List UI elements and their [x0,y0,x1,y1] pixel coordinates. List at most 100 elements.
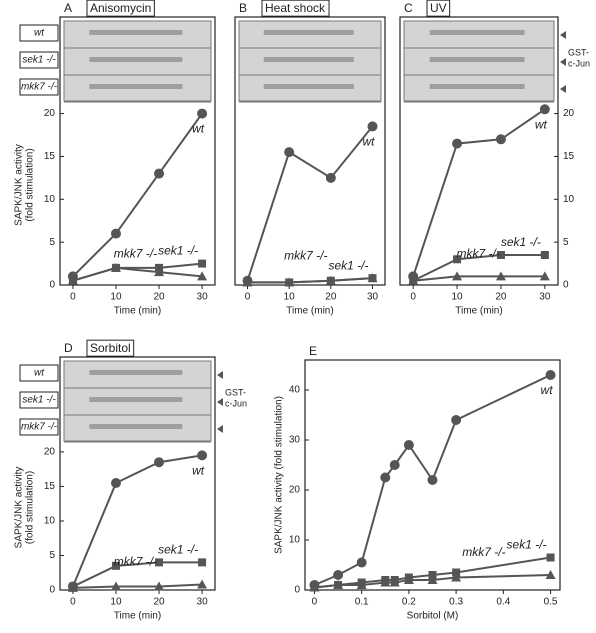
series-label: wt [535,117,548,131]
series-label: mkk7 -/- [462,545,505,559]
point [326,173,336,183]
y-axis-label: SAPK/JNK activity (fold stimulation) [274,396,285,554]
series-line [73,584,202,587]
panel-letter: D [64,341,73,355]
y-tick-label: 5 [49,550,55,561]
series-line [413,276,545,280]
blot-label: mkk7 -/- [21,82,58,93]
panel-letter: A [64,1,72,15]
y-axis-label: (fold stimulation) [25,471,36,544]
y-tick-label: 0 [563,280,569,291]
y-tick-label: 10 [44,516,56,527]
point [154,457,164,467]
panel-letter: B [239,1,247,15]
blot-arrow [560,31,566,39]
blot-signal [264,57,354,62]
blot-marker-label: GST- [225,387,246,397]
blot-label: wt [34,28,45,39]
x-tick-label: 30 [539,292,551,303]
x-tick-label: 10 [110,292,122,303]
series-label: mkk7 -/- [114,247,157,261]
series-line [73,264,202,281]
x-tick-label: 10 [451,292,463,303]
x-tick-label: 0 [410,292,416,303]
y-tick-label: 20 [563,108,575,119]
x-tick-label: 0 [312,597,318,608]
blot-signal [89,424,182,429]
blot-signal [430,57,525,62]
x-axis-label: Time (min) [286,306,333,317]
panel-letter: E [309,344,317,358]
series-label: sek1 -/- [328,258,368,272]
x-tick-label: 0.1 [355,597,369,608]
y-tick-label: 15 [44,481,56,492]
series-line [73,268,202,281]
y-tick-label: 40 [289,385,301,396]
point [111,229,121,239]
x-tick-label: 30 [197,597,209,608]
blot-signal [264,30,354,35]
point [197,109,207,119]
point [368,121,378,131]
series-label: sek1 -/- [158,543,198,557]
panel-title: Anisomycin [90,1,151,15]
x-tick-label: 10 [110,597,122,608]
point [380,473,390,483]
point [284,147,294,157]
blot-arrow [560,85,566,93]
point [452,139,462,149]
blot-label: sek1 -/- [22,395,56,406]
blot-signal [264,84,354,89]
blot-signal [89,370,182,375]
series-label: mkk7 -/- [114,555,157,569]
x-axis-label: Time (min) [455,306,502,317]
series-label: mkk7 -/- [456,247,499,261]
y-tick-label: 10 [44,194,56,205]
point [390,460,400,470]
point [357,558,367,568]
point [541,251,549,259]
x-axis-label: Sorbitol (M) [407,611,459,622]
y-tick-label: 5 [563,237,569,248]
point [111,478,121,488]
y-tick-label: 20 [289,485,301,496]
y-tick-label: 0 [49,585,55,596]
blot-label: wt [34,368,45,379]
series-label: wt [192,464,205,478]
y-tick-label: 20 [44,447,56,458]
x-tick-label: 0.2 [402,597,416,608]
y-tick-label: 20 [44,108,56,119]
x-tick-label: 0.3 [449,597,463,608]
x-tick-label: 30 [367,292,379,303]
blot-signal [89,84,182,89]
x-tick-label: 20 [325,292,337,303]
blot-signal [430,84,525,89]
blot-marker-label: c-Jun [225,398,247,408]
y-axis-label: SAPK/JNK activity [14,144,25,226]
point [333,570,343,580]
point [428,475,438,485]
panel-title: Sorbitol [90,341,131,355]
x-tick-label: 10 [284,292,296,303]
series-label: wt [192,122,205,136]
series-label: sek1 -/- [507,538,547,552]
x-tick-label: 0 [70,597,76,608]
point [198,260,206,268]
point [404,440,414,450]
point [496,134,506,144]
point [540,104,550,114]
series-label: mkk7 -/- [284,248,327,262]
series-label: wt [541,383,554,397]
blot-marker-label: GST- [568,47,589,57]
point [198,558,206,566]
blot-signal [89,30,182,35]
series-label: wt [363,135,376,149]
series-line [248,278,373,282]
x-tick-label: 0 [245,292,251,303]
y-tick-label: 0 [294,585,300,596]
point [154,169,164,179]
panel-letter: C [404,1,413,15]
blot-arrow [217,425,223,433]
blot-arrow [217,371,223,379]
x-axis-label: Time (min) [114,306,161,317]
